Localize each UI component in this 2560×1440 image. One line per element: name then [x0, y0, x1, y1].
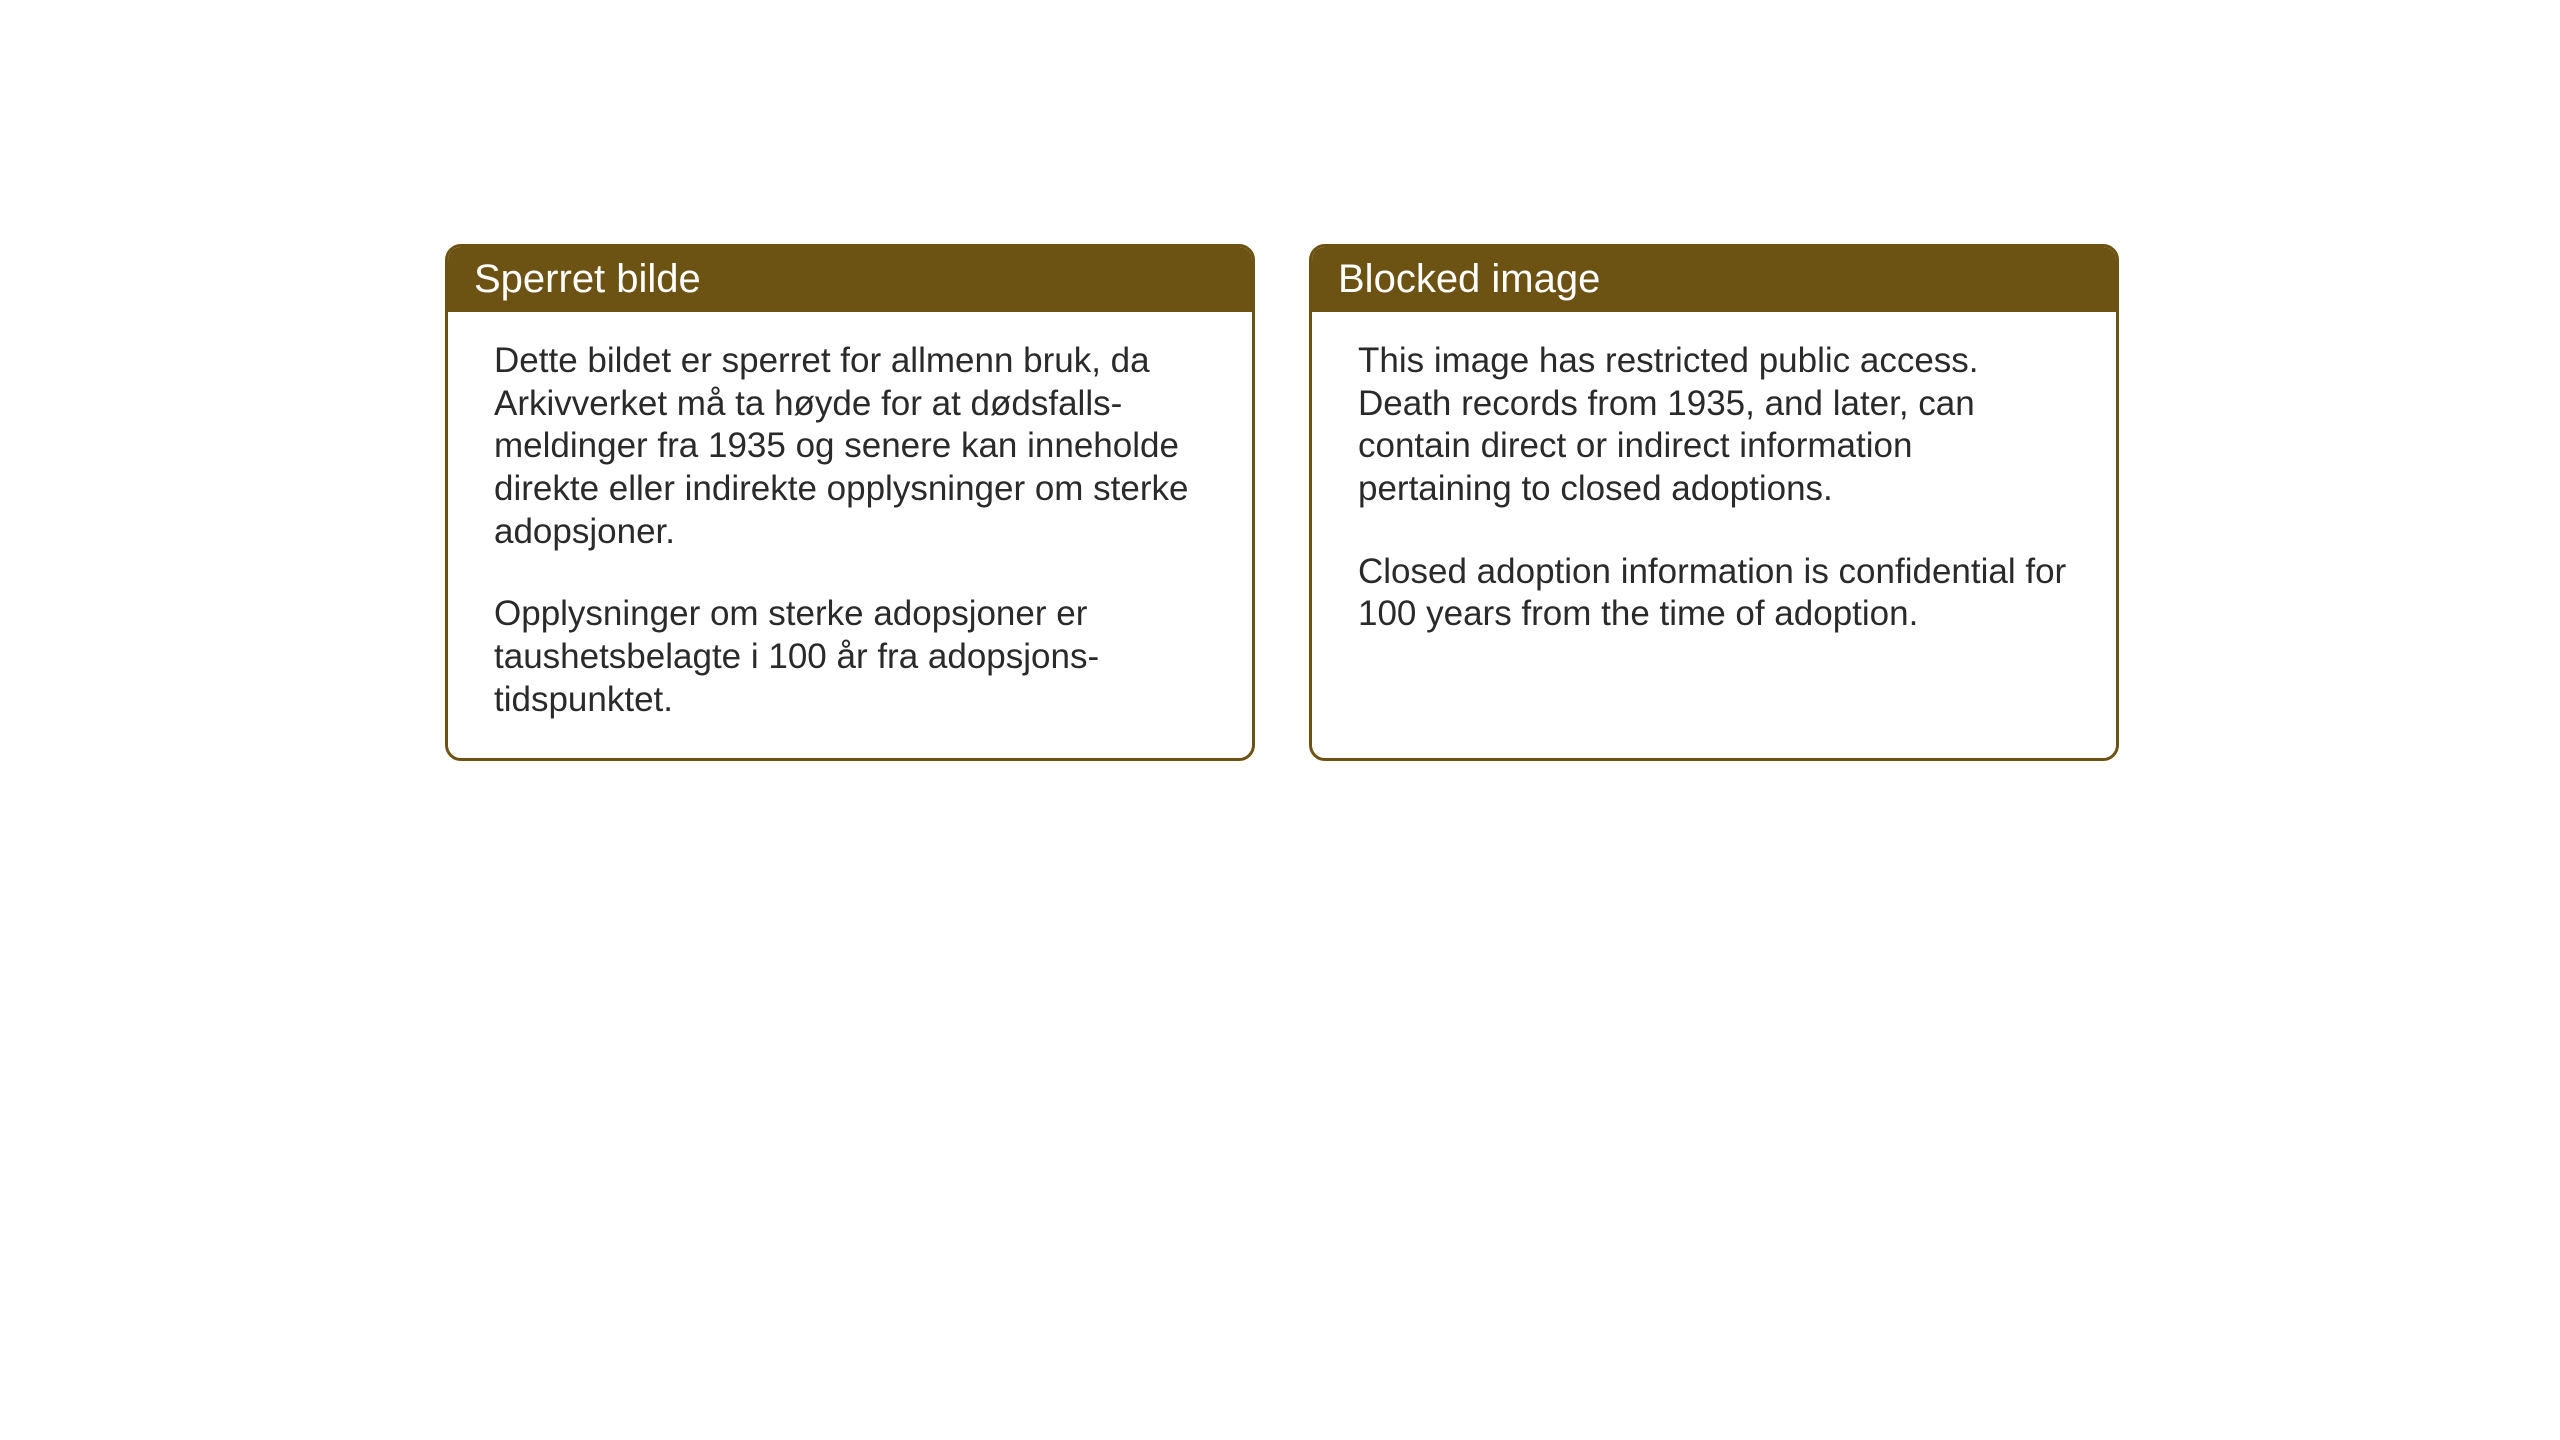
- card-header-english: Blocked image: [1312, 247, 2116, 312]
- blocked-image-card-english: Blocked image This image has restricted …: [1309, 244, 2119, 761]
- card-paragraph-1-english: This image has restricted public access.…: [1358, 340, 2074, 511]
- card-header-norwegian: Sperret bilde: [448, 247, 1252, 312]
- card-title-norwegian: Sperret bilde: [474, 257, 701, 301]
- card-body-norwegian: Dette bildet er sperret for allmenn bruk…: [448, 312, 1252, 758]
- card-paragraph-2-english: Closed adoption information is confident…: [1358, 551, 2074, 636]
- notice-cards-container: Sperret bilde Dette bildet er sperret fo…: [445, 244, 2119, 761]
- card-paragraph-1-norwegian: Dette bildet er sperret for allmenn bruk…: [494, 340, 1210, 553]
- blocked-image-card-norwegian: Sperret bilde Dette bildet er sperret fo…: [445, 244, 1255, 761]
- card-paragraph-2-norwegian: Opplysninger om sterke adopsjoner er tau…: [494, 593, 1210, 721]
- card-body-english: This image has restricted public access.…: [1312, 312, 2116, 748]
- card-title-english: Blocked image: [1338, 257, 1600, 301]
